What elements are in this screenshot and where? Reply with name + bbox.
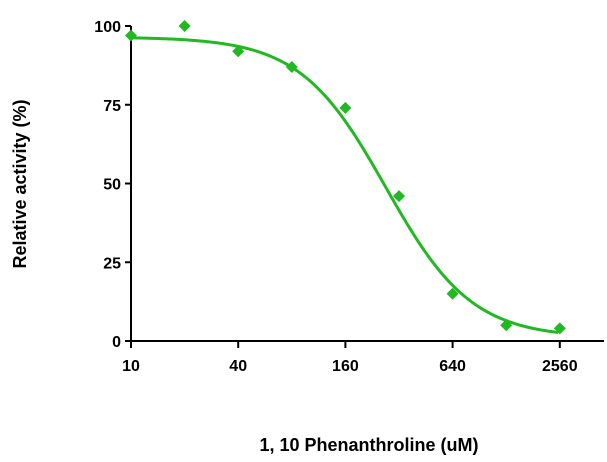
y-axis-label: Relative activity (%) (10, 99, 30, 268)
y-tick-label: 50 (103, 177, 121, 194)
y-tick-label: 25 (103, 255, 121, 272)
data-point (285, 60, 298, 73)
x-tick-label: 10 (122, 358, 140, 375)
x-tick-label: 2560 (542, 358, 578, 375)
data-points (125, 20, 566, 335)
data-point (232, 45, 245, 58)
data-point (125, 29, 137, 42)
x-tick-label: 40 (229, 358, 247, 375)
data-point (446, 287, 459, 300)
y-tick-label: 75 (103, 98, 121, 115)
data-point (553, 322, 566, 335)
data-point (178, 20, 191, 32)
fit-curve (130, 36, 559, 334)
x-tick-label: 160 (332, 358, 359, 375)
y-tick-label: 0 (112, 334, 121, 351)
x-tick-label: 640 (439, 358, 466, 375)
data-point (339, 101, 352, 114)
y-tick-label: 100 (94, 19, 121, 36)
data-point (500, 319, 513, 332)
data-point (393, 190, 405, 203)
x-axis-label: 1, 10 Phenanthroline (uM) (259, 435, 478, 455)
axes (130, 26, 604, 342)
ticks: 0 25 50 75 100 10 40 160 640 2560 (94, 19, 577, 375)
